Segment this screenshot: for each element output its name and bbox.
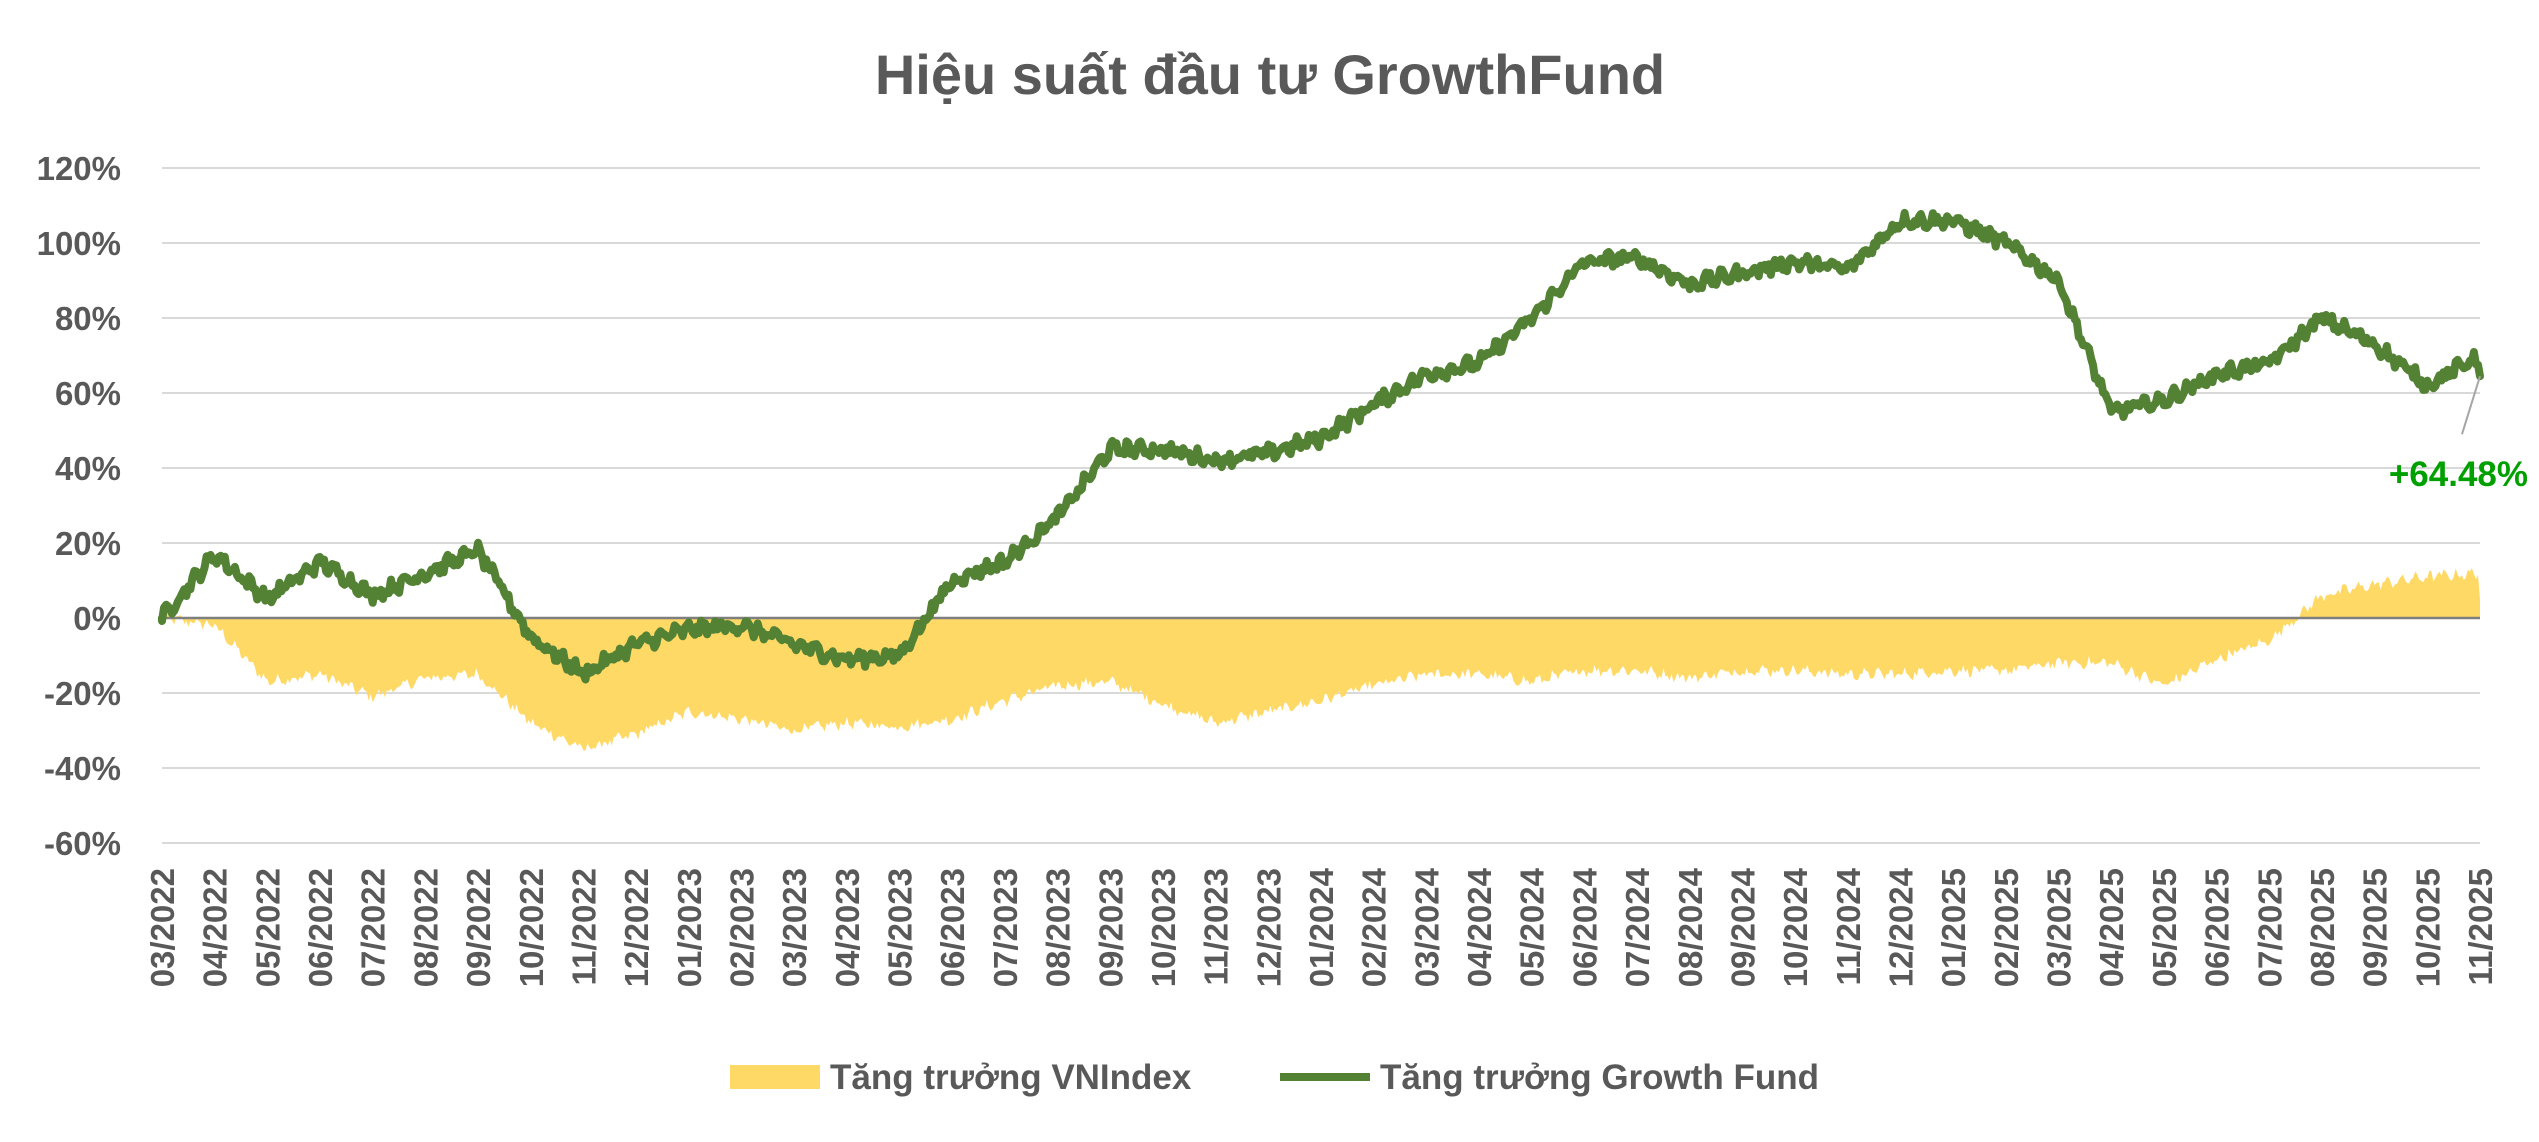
annotation-leader-line <box>2461 375 2481 435</box>
x-tick-label: 10/2023 <box>1145 868 1182 987</box>
x-tick-label: 01/2023 <box>671 868 708 987</box>
x-tick-label: 08/2025 <box>2304 868 2341 987</box>
x-tick-label: 07/2023 <box>987 868 1024 987</box>
x-tick-label: 02/2025 <box>1988 868 2025 987</box>
y-tick-label: 20% <box>55 525 121 562</box>
vnindex-area <box>162 568 2480 751</box>
y-tick-label: 0% <box>73 600 121 637</box>
final-value-annotation: +64.48% <box>2389 455 2528 494</box>
annotation-layer: +64.48% <box>2389 375 2528 494</box>
x-tick-label: 12/2023 <box>1250 868 1287 987</box>
y-tick-label: -60% <box>44 825 121 862</box>
x-tick-label: 03/2025 <box>2041 868 2078 987</box>
x-tick-label: 10/2025 <box>2409 868 2446 987</box>
x-tick-label: 11/2022 <box>565 868 602 985</box>
x-tick-label: 05/2023 <box>882 868 919 987</box>
x-tick-label: 04/2024 <box>1461 867 1498 987</box>
x-tick-label: 09/2025 <box>2357 868 2394 987</box>
y-tick-label: 80% <box>55 300 121 337</box>
x-axis-ticks: 03/2022 04/2022 05/2022 06/2022 07/2022 08/20… <box>144 867 2499 987</box>
x-tick-label: 06/2025 <box>2199 868 2236 987</box>
chart-title: Hiệu suất đầu tư GrowthFund <box>875 43 1665 106</box>
x-tick-label: 05/2024 <box>1514 867 1551 987</box>
x-tick-label: 12/2022 <box>618 868 655 987</box>
legend-label-growth-fund: Tăng trưởng Growth Fund <box>1380 1058 1819 1097</box>
x-tick-label: 07/2022 <box>355 868 392 987</box>
x-tick-label: 11/2024 <box>1830 867 1867 985</box>
x-tick-label: 05/2025 <box>2146 868 2183 987</box>
x-tick-label: 12/2024 <box>1883 867 1920 987</box>
x-tick-label: 09/2022 <box>460 868 497 987</box>
x-tick-label: 10/2024 <box>1777 867 1814 987</box>
y-tick-label: -20% <box>44 675 121 712</box>
x-tick-label: 05/2022 <box>249 868 286 987</box>
x-tick-label: 04/2023 <box>829 868 866 987</box>
x-tick-label: 06/2023 <box>934 868 971 987</box>
x-tick-label: 04/2022 <box>197 868 234 987</box>
y-tick-label: 100% <box>37 225 121 262</box>
legend-swatch-vnindex <box>730 1065 820 1089</box>
x-tick-label: 02/2024 <box>1356 867 1393 987</box>
x-tick-label: 03/2022 <box>144 868 181 987</box>
x-tick-label: 11/2025 <box>2462 868 2499 985</box>
x-tick-label: 08/2023 <box>1040 868 1077 987</box>
fund-line-layer <box>158 208 2484 684</box>
x-tick-label: 10/2022 <box>513 868 550 987</box>
x-tick-label: 02/2023 <box>724 868 761 987</box>
legend: Tăng trưởng VNIndex Tăng trưởng Growth F… <box>730 1058 1819 1097</box>
x-tick-label: 03/2024 <box>1408 867 1445 987</box>
gridlines <box>162 167 2480 844</box>
x-tick-label: 01/2024 <box>1303 867 1340 987</box>
x-tick-label: 07/2025 <box>2251 868 2288 987</box>
x-tick-label: 08/2024 <box>1672 867 1709 987</box>
y-tick-label: 40% <box>55 450 121 487</box>
x-tick-label: 06/2022 <box>302 868 339 987</box>
x-tick-label: 07/2024 <box>1619 867 1656 987</box>
y-tick-label: -40% <box>44 750 121 787</box>
x-tick-label: 06/2024 <box>1566 867 1603 987</box>
growth-fund-line <box>158 208 2484 684</box>
vnindex-area-layer <box>162 568 2480 751</box>
x-tick-label: 03/2023 <box>776 868 813 987</box>
y-axis-ticks: 120% 100% 80% 60% 40% 20% 0% -20% -40% -60% <box>37 150 121 862</box>
y-tick-label: 60% <box>55 375 121 412</box>
legend-label-vnindex: Tăng trưởng VNIndex <box>830 1058 1192 1097</box>
x-tick-label: 08/2022 <box>407 868 444 987</box>
x-tick-label: 01/2025 <box>1935 868 1972 987</box>
x-tick-label: 09/2024 <box>1724 867 1761 987</box>
x-tick-label: 04/2025 <box>2093 868 2130 987</box>
y-tick-label: 120% <box>37 150 121 187</box>
x-tick-label: 11/2023 <box>1198 868 1235 985</box>
x-tick-label: 09/2023 <box>1092 868 1129 987</box>
